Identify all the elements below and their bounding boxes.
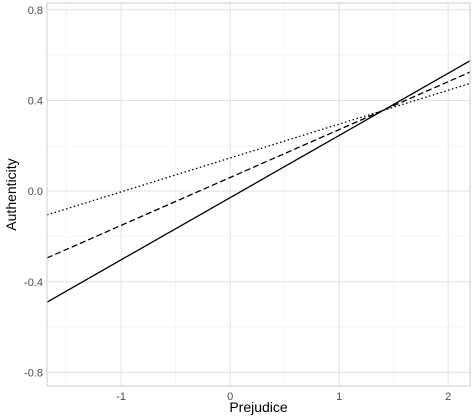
y-tick-label: 0.8: [28, 5, 43, 17]
x-tick-label: -1: [116, 391, 126, 403]
series-lines: [46, 60, 471, 303]
y-tick-label: 0.4: [28, 95, 43, 107]
series-line-dotted: [46, 82, 471, 216]
y-axis-title: Authenticity: [3, 158, 19, 230]
x-tick-label: 0: [227, 391, 233, 403]
minor-gridlines: [47, 3, 470, 386]
x-axis-title: Prejudice: [229, 399, 288, 415]
major-gridlines: [47, 3, 470, 386]
panel-border: [46, 2, 471, 387]
x-tick-label: 2: [445, 391, 451, 403]
x-tick-labels: -1 0 1 2: [116, 391, 451, 403]
y-tick-label: -0.4: [24, 277, 43, 289]
series-line-solid: [46, 60, 471, 303]
y-tick-labels: -0.8 -0.4 0.0 0.4 0.8: [24, 5, 43, 380]
y-tick-label: -0.8: [24, 367, 43, 379]
y-tick-label: 0.0: [28, 186, 43, 198]
x-tick-label: 1: [336, 391, 342, 403]
series-line-dashed: [46, 71, 471, 259]
